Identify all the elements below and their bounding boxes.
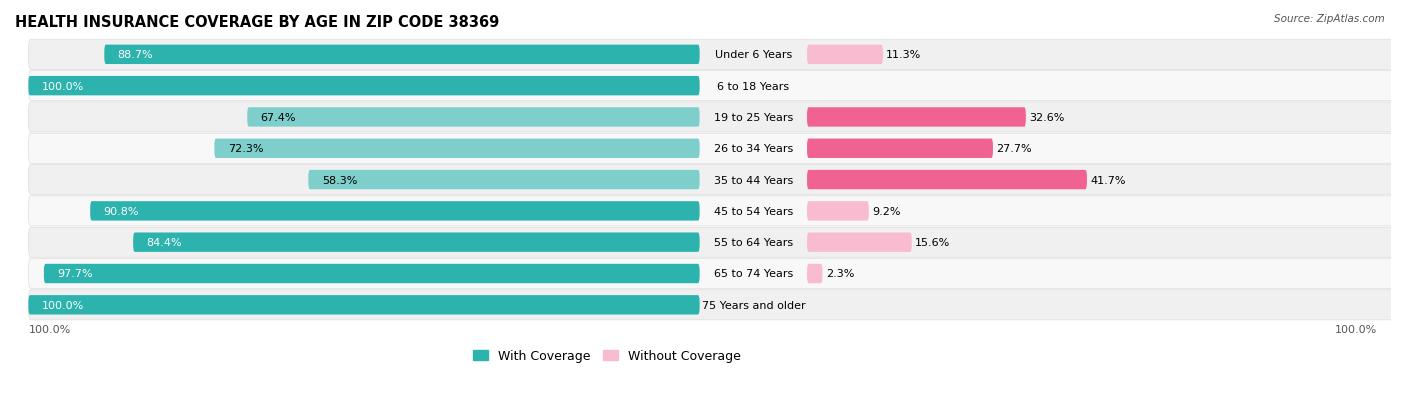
FancyBboxPatch shape	[28, 71, 1406, 102]
Text: 2.3%: 2.3%	[825, 269, 855, 279]
Text: 84.4%: 84.4%	[146, 237, 183, 247]
Text: 100.0%: 100.0%	[28, 325, 70, 335]
FancyBboxPatch shape	[28, 165, 1406, 195]
FancyBboxPatch shape	[28, 134, 1406, 164]
Text: 11.3%: 11.3%	[886, 50, 921, 60]
FancyBboxPatch shape	[28, 40, 1406, 70]
FancyBboxPatch shape	[28, 290, 1406, 320]
FancyBboxPatch shape	[807, 233, 911, 252]
Text: Source: ZipAtlas.com: Source: ZipAtlas.com	[1274, 14, 1385, 24]
FancyBboxPatch shape	[214, 139, 700, 159]
FancyBboxPatch shape	[308, 171, 700, 190]
Text: Under 6 Years: Under 6 Years	[714, 50, 792, 60]
Text: 100.0%: 100.0%	[42, 81, 84, 91]
Text: 90.8%: 90.8%	[104, 206, 139, 216]
Legend: With Coverage, Without Coverage: With Coverage, Without Coverage	[468, 344, 745, 367]
Text: 19 to 25 Years: 19 to 25 Years	[714, 113, 793, 123]
Text: 15.6%: 15.6%	[915, 237, 950, 247]
FancyBboxPatch shape	[134, 233, 700, 252]
FancyBboxPatch shape	[28, 259, 1406, 289]
Text: 27.7%: 27.7%	[997, 144, 1032, 154]
Text: 55 to 64 Years: 55 to 64 Years	[714, 237, 793, 247]
FancyBboxPatch shape	[807, 264, 823, 283]
FancyBboxPatch shape	[807, 45, 883, 65]
Text: 41.7%: 41.7%	[1090, 175, 1126, 185]
FancyBboxPatch shape	[28, 295, 700, 315]
Text: HEALTH INSURANCE COVERAGE BY AGE IN ZIP CODE 38369: HEALTH INSURANCE COVERAGE BY AGE IN ZIP …	[15, 15, 499, 30]
FancyBboxPatch shape	[28, 103, 1406, 133]
FancyBboxPatch shape	[807, 108, 1026, 127]
Text: 9.2%: 9.2%	[872, 206, 901, 216]
Text: 6 to 18 Years: 6 to 18 Years	[717, 81, 789, 91]
FancyBboxPatch shape	[28, 196, 1406, 226]
Text: 72.3%: 72.3%	[228, 144, 263, 154]
Text: 26 to 34 Years: 26 to 34 Years	[714, 144, 793, 154]
Text: 35 to 44 Years: 35 to 44 Years	[714, 175, 793, 185]
FancyBboxPatch shape	[104, 45, 700, 65]
FancyBboxPatch shape	[28, 77, 700, 96]
Text: 45 to 54 Years: 45 to 54 Years	[714, 206, 793, 216]
FancyBboxPatch shape	[807, 171, 1087, 190]
Text: 32.6%: 32.6%	[1029, 113, 1064, 123]
FancyBboxPatch shape	[44, 264, 700, 283]
FancyBboxPatch shape	[807, 202, 869, 221]
Text: 97.7%: 97.7%	[58, 269, 93, 279]
FancyBboxPatch shape	[28, 228, 1406, 258]
FancyBboxPatch shape	[247, 108, 700, 127]
Text: 65 to 74 Years: 65 to 74 Years	[714, 269, 793, 279]
FancyBboxPatch shape	[90, 202, 700, 221]
Text: 100.0%: 100.0%	[42, 300, 84, 310]
Text: 58.3%: 58.3%	[322, 175, 357, 185]
Text: 67.4%: 67.4%	[260, 113, 297, 123]
Text: 88.7%: 88.7%	[118, 50, 153, 60]
FancyBboxPatch shape	[807, 139, 993, 159]
Text: 100.0%: 100.0%	[1336, 325, 1378, 335]
Text: 75 Years and older: 75 Years and older	[702, 300, 806, 310]
